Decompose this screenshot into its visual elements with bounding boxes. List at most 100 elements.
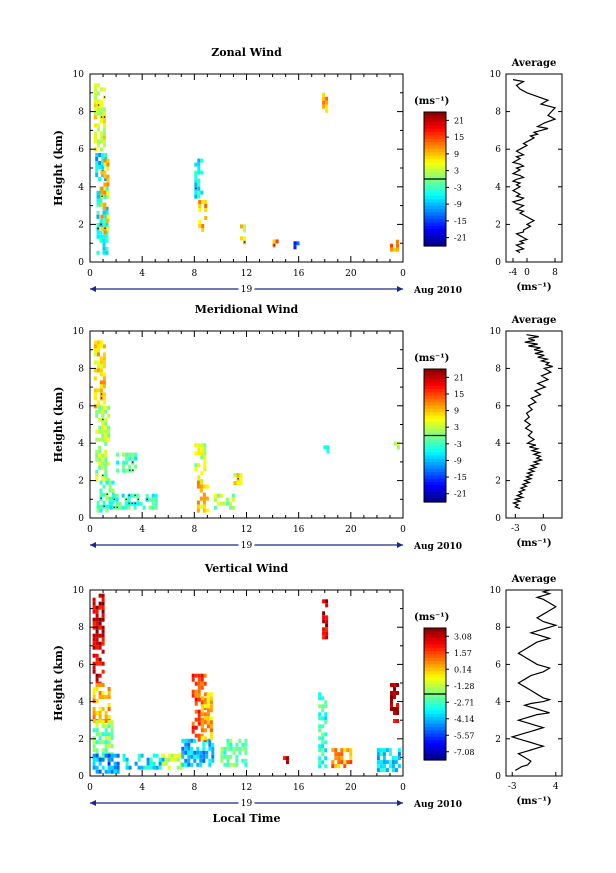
data-cell — [134, 456, 138, 461]
x-tick-label: 12 — [241, 525, 252, 535]
data-cell — [203, 700, 207, 705]
data-cell — [110, 765, 114, 770]
data-cell — [128, 765, 132, 770]
data-cell — [340, 748, 344, 753]
data-cell — [334, 764, 338, 769]
data-patch — [93, 83, 106, 152]
data-cell — [98, 691, 102, 695]
data-cell — [244, 750, 248, 755]
data-cell — [122, 460, 126, 465]
data-cell — [397, 764, 401, 769]
data-cell — [116, 761, 120, 766]
data-cell — [208, 746, 212, 751]
data-cell — [93, 123, 97, 128]
data-cell — [95, 661, 99, 666]
data-cell — [99, 87, 103, 92]
data-cell — [95, 621, 99, 626]
colorbar-segment — [424, 690, 446, 695]
day-label: 19 — [241, 285, 253, 295]
y-axis-label: Height (km) — [52, 645, 65, 721]
data-cell — [228, 501, 232, 506]
data-cell — [152, 753, 156, 758]
data-cell — [101, 691, 105, 695]
colorbar-segment — [424, 162, 446, 167]
data-cell — [95, 469, 99, 474]
data-cell — [388, 752, 392, 757]
data-cell — [98, 425, 102, 430]
data-cell — [101, 405, 105, 410]
data-cell — [98, 661, 102, 666]
contour-dot — [125, 498, 127, 500]
colorbar-segment — [424, 395, 446, 400]
data-cell — [98, 437, 102, 442]
data-cell — [102, 107, 106, 112]
data-cell — [104, 437, 108, 442]
data-cell — [98, 593, 102, 598]
colorbar-segment — [424, 730, 446, 735]
data-cell — [321, 704, 325, 709]
data-cell — [103, 186, 107, 191]
colorbar-segment — [424, 382, 446, 387]
data-cell — [95, 724, 99, 729]
data-cell — [92, 695, 96, 699]
data-cell — [92, 661, 96, 666]
contour-dot — [131, 502, 133, 504]
profile-y-tick-label: 8 — [495, 364, 501, 374]
data-cell — [393, 691, 396, 695]
data-cell — [104, 429, 108, 434]
colorbar-tick-label: -2.71 — [454, 698, 475, 707]
day-bar-arrow-left — [90, 800, 96, 806]
data-cell — [324, 716, 328, 721]
data-cell — [204, 204, 208, 208]
panel-title: Meridional Wind — [195, 303, 299, 316]
profile-title: Average — [511, 574, 557, 585]
data-cell — [191, 693, 195, 698]
data-cell — [93, 111, 97, 116]
data-cell — [92, 645, 96, 650]
data-cell — [376, 752, 380, 757]
colorbar-segment — [424, 740, 446, 745]
data-cell — [393, 711, 396, 715]
data-cell — [101, 707, 105, 711]
data-cell — [96, 83, 100, 88]
data-cell — [98, 465, 102, 470]
data-cell — [146, 765, 150, 770]
colorbar-segment — [424, 112, 446, 116]
data-cell — [239, 473, 243, 478]
data-cell — [211, 754, 215, 759]
data-cell — [393, 707, 396, 711]
data-cell — [243, 236, 246, 241]
colorbar-segment — [424, 713, 446, 718]
data-cell — [95, 453, 99, 458]
data-cell — [104, 715, 108, 719]
colorbar-segment — [424, 694, 446, 698]
data-cell — [107, 707, 111, 711]
data-cell — [96, 400, 100, 405]
data-cell — [102, 380, 106, 385]
data-cell — [95, 473, 99, 478]
data-cell — [240, 224, 243, 229]
data-cell — [146, 757, 150, 762]
data-cell — [92, 691, 96, 695]
data-cell — [95, 153, 99, 157]
colorbar-segment — [424, 644, 446, 649]
data-cell — [321, 748, 325, 753]
colorbar-tick-label: -21 — [454, 490, 467, 499]
data-cell — [238, 750, 242, 755]
data-cell — [107, 732, 111, 737]
data-cell — [96, 202, 100, 207]
data-cell — [154, 501, 158, 506]
data-cell — [322, 619, 326, 624]
data-cell — [205, 754, 209, 759]
data-cell — [149, 761, 153, 766]
colorbar-segment — [424, 647, 446, 652]
data-cell — [200, 696, 204, 701]
data-cell — [102, 214, 106, 219]
data-cell — [151, 505, 155, 510]
data-patch — [240, 224, 246, 245]
contour-dot — [97, 227, 99, 230]
data-cell — [158, 765, 162, 770]
data-cell — [229, 746, 233, 751]
data-cell — [396, 247, 399, 252]
data-cell — [107, 405, 111, 410]
